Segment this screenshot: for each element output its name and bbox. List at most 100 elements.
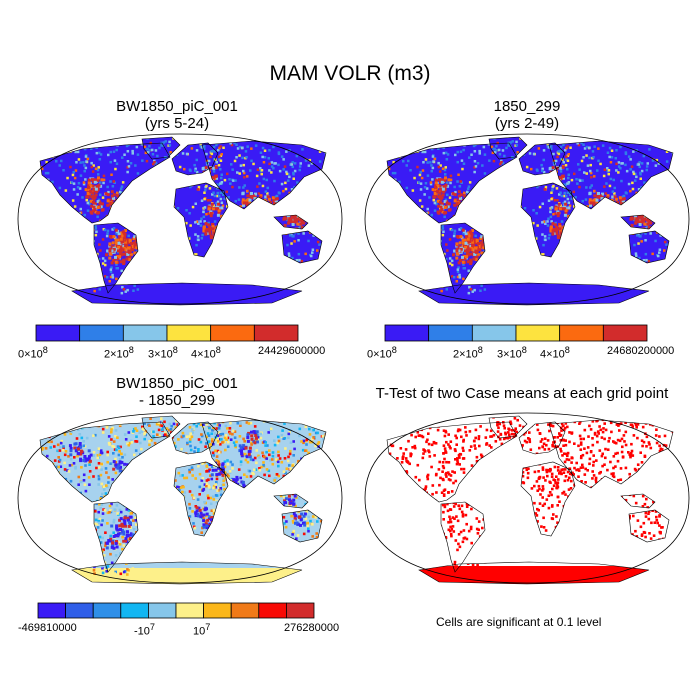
- cell: [247, 469, 250, 472]
- cell: [457, 173, 460, 176]
- cell: [106, 229, 110, 233]
- cell: [200, 531, 203, 534]
- cell: [99, 506, 102, 510]
- cell: [112, 227, 116, 230]
- cell: [196, 498, 200, 501]
- cell: [201, 516, 204, 520]
- cell: [100, 503, 104, 506]
- cell: [235, 143, 238, 146]
- cell: [287, 252, 291, 255]
- cell: [414, 475, 418, 479]
- cell: [324, 421, 326, 425]
- cell: [435, 491, 438, 494]
- cell: [221, 441, 224, 444]
- cell: [466, 190, 469, 194]
- cell: [145, 159, 149, 163]
- cell: [119, 237, 123, 241]
- cell: [169, 151, 172, 154]
- cell: [461, 228, 465, 232]
- cell: [277, 152, 281, 156]
- coast-greenland: [141, 136, 181, 160]
- cell: [430, 465, 433, 469]
- cell: [108, 252, 112, 255]
- cell: [83, 459, 87, 463]
- cell: [45, 428, 48, 432]
- cell: [421, 150, 424, 154]
- cell: [530, 167, 533, 171]
- cell: [633, 243, 636, 247]
- cell: [125, 463, 129, 466]
- cell: [405, 459, 408, 463]
- cell: [443, 206, 447, 209]
- cell: [76, 186, 80, 189]
- cell: [110, 430, 113, 434]
- cell: [221, 432, 225, 436]
- cell: [193, 163, 196, 167]
- cell: [592, 201, 596, 205]
- cell: [490, 435, 494, 438]
- cell: [115, 162, 119, 165]
- cell: [393, 144, 396, 147]
- cell: [199, 440, 203, 444]
- cell: [246, 198, 250, 202]
- cell: [215, 161, 218, 164]
- coast-north-america: [39, 421, 171, 503]
- cell: [426, 207, 429, 211]
- cell: [220, 201, 224, 204]
- cell: [189, 432, 192, 435]
- cell: [542, 243, 545, 247]
- cell: [211, 207, 215, 211]
- cell: [295, 259, 299, 262]
- cell: [304, 517, 308, 521]
- cell: [475, 250, 479, 254]
- cell: [190, 435, 194, 439]
- cell: [511, 140, 514, 143]
- cell: [462, 449, 465, 452]
- cell: [102, 488, 106, 491]
- cell: [266, 195, 270, 199]
- cell: [116, 445, 120, 448]
- cell: [172, 422, 176, 426]
- cell: [284, 525, 288, 529]
- cell: [117, 532, 121, 536]
- cell: [245, 156, 248, 159]
- cell: [432, 198, 435, 202]
- cell: [426, 161, 429, 164]
- cell: [159, 424, 162, 427]
- cell: [116, 255, 120, 259]
- cell: [201, 526, 204, 530]
- cell: [205, 435, 209, 439]
- cell: [485, 443, 488, 446]
- cell: [112, 535, 116, 538]
- cell: [183, 491, 187, 494]
- cell: [104, 544, 107, 548]
- cell: [273, 479, 276, 482]
- cell: [290, 188, 294, 191]
- cell: [444, 173, 447, 176]
- cell: [463, 267, 466, 270]
- cell: [283, 495, 286, 499]
- cell: [473, 444, 476, 447]
- cell: [589, 186, 592, 189]
- cell: [435, 472, 438, 476]
- cell: [556, 214, 560, 218]
- cell: [233, 430, 237, 433]
- cell: [593, 194, 597, 198]
- cell: [458, 273, 461, 277]
- cell: [100, 462, 103, 466]
- cell: [86, 201, 90, 205]
- cell: [97, 474, 101, 478]
- cell: [289, 468, 293, 471]
- cell: [95, 151, 99, 155]
- cell: [113, 572, 116, 575]
- cell: [460, 159, 464, 162]
- cell: [436, 428, 440, 432]
- cell: [228, 427, 232, 430]
- cell: [461, 238, 465, 242]
- cell: [197, 464, 200, 468]
- cell: [119, 244, 123, 248]
- cell: [645, 165, 649, 168]
- cell: [280, 155, 284, 158]
- cell: [87, 178, 91, 182]
- cell: [621, 199, 625, 203]
